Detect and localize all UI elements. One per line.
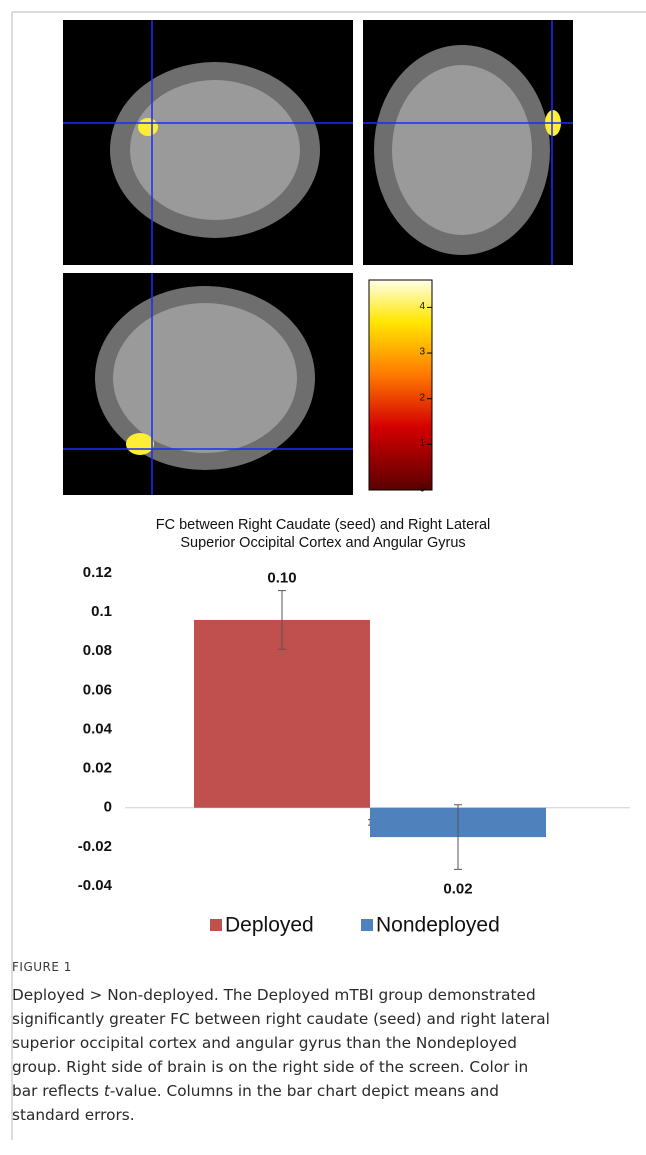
caption-text: bar reflects — [12, 1082, 104, 1100]
y-tick-label: 0.12 — [83, 564, 112, 581]
chart-title: Superior Occipital Cortex and Angular Gy… — [180, 535, 465, 551]
brain-axial — [63, 273, 353, 495]
chart-title: FC between Right Caudate (seed) and Righ… — [156, 517, 491, 533]
legend-label: Nondeployed — [376, 914, 500, 937]
bar-chart: 0.120.10.080.060.040.020-0.02-0.0410.10D… — [78, 564, 630, 937]
y-tick-label: 0.02 — [83, 760, 112, 777]
legend-swatch — [210, 919, 222, 931]
legend-swatch — [361, 919, 373, 931]
y-tick-label: -0.02 — [78, 838, 112, 855]
brain-sagittal — [63, 20, 353, 265]
caption-line: Deployed > Non-deployed. The Deployed mT… — [12, 986, 536, 1004]
y-tick-label: 0.06 — [83, 681, 112, 698]
caption-line: significantly greater FC between right c… — [12, 1010, 550, 1028]
colorbar-tick-label: 1 — [419, 438, 425, 449]
legend-label: Deployed — [225, 914, 314, 937]
y-tick-label: 0 — [104, 799, 112, 816]
caption-line: group. Right side of brain is on the rig… — [12, 1058, 528, 1076]
caption-line: bar reflects t-value. Columns in the bar… — [12, 1082, 499, 1100]
colorbar-tick-label: 3 — [419, 347, 425, 358]
colorbar-tick-label: 4 — [419, 301, 425, 312]
data-label: 0.10 — [267, 570, 296, 587]
brain-coronal — [363, 20, 573, 265]
y-tick-label: 0.1 — [91, 603, 112, 620]
colorbar-tick-label: 0 — [419, 484, 425, 495]
figure: 0 1 2 3 4 FC between Right Caudate (seed) an… — [0, 0, 646, 1155]
data-label: 0.02 — [443, 880, 472, 897]
page: 0 1 2 3 4 FC between Right Caudate (seed) an… — [0, 0, 646, 1155]
y-tick-label: 0.04 — [83, 720, 113, 737]
caption-text: -value. Columns in the bar chart depict … — [110, 1082, 499, 1100]
y-tick-label: 0.08 — [83, 642, 112, 659]
caption-line: superior occipital cortex and angular gy… — [12, 1034, 517, 1052]
caption-line: standard errors. — [12, 1106, 135, 1124]
caption-label: FIGURE 1 — [12, 960, 72, 974]
y-tick-label: -0.04 — [78, 877, 113, 894]
colorbar-tick-label: 2 — [419, 392, 425, 403]
